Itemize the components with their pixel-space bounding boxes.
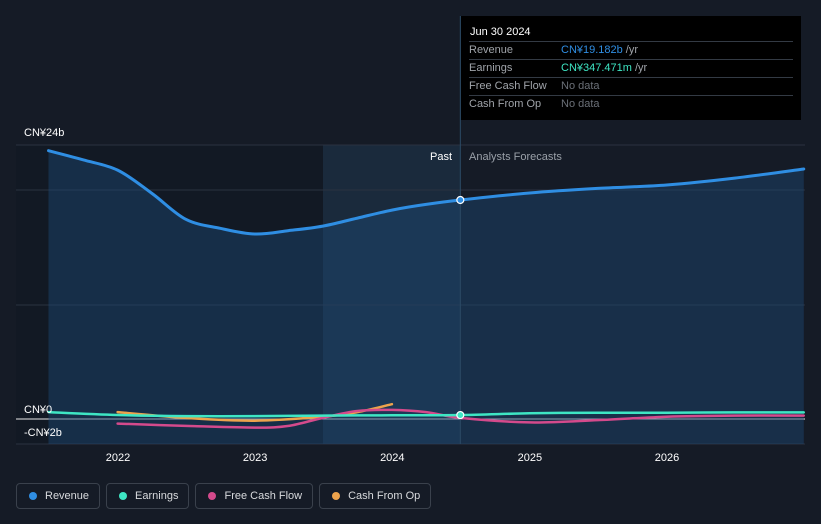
revenue-line <box>47 149 806 236</box>
tooltip-value: CN¥19.182b <box>561 44 623 56</box>
y-label-bottom: -CN¥2b <box>24 427 62 439</box>
tooltip-row-earnings: Earnings CN¥347.471m /yr <box>469 59 793 77</box>
tooltip-value: CN¥347.471m <box>561 62 632 74</box>
tooltip-panel: Jun 30 2024 Revenue CN¥19.182b /yr Earni… <box>461 16 801 120</box>
tooltip-row-free-cash-flow: Free Cash Flow No data <box>469 77 793 95</box>
series-lines <box>47 149 806 429</box>
legend-item-earnings[interactable]: Earnings <box>106 483 190 509</box>
x-tick-label: 2026 <box>655 452 679 464</box>
markers <box>456 195 465 420</box>
tooltip-label: Cash From Op <box>469 98 542 110</box>
legend-dot-icon <box>208 492 217 500</box>
revenue-area <box>48 150 804 444</box>
x-tick-label: 2023 <box>243 452 267 464</box>
y-label-top: CN¥24b <box>24 127 64 139</box>
tooltip-label: Revenue <box>469 44 514 56</box>
tooltip-date: Jun 30 2024 <box>470 26 531 38</box>
earnings-line <box>47 410 806 418</box>
legend-label: Free Cash Flow <box>224 490 303 502</box>
x-tick-label: 2022 <box>106 452 130 464</box>
legend-dot-icon <box>29 492 37 500</box>
legend-dot-icon <box>332 492 341 500</box>
legend-item-free-cash-flow[interactable]: Free Cash Flow <box>195 483 314 509</box>
legend-item-cash-from-op[interactable]: Cash From Op <box>319 483 432 509</box>
highlight-band <box>323 145 461 444</box>
tooltip-unit: /yr <box>625 44 639 56</box>
forecast-label: Analysts Forecasts <box>469 151 562 163</box>
legend: Revenue Earnings Free Cash Flow Cash Fro… <box>16 483 432 511</box>
tooltip-row-revenue: Revenue CN¥19.182b /yr <box>469 41 793 59</box>
tooltip-value: No data <box>561 80 600 92</box>
earnings-marker <box>456 410 465 420</box>
legend-dot-icon <box>119 492 128 500</box>
legend-label: Revenue <box>45 490 90 502</box>
legend-label: Earnings <box>135 490 179 502</box>
past-shade <box>16 145 323 444</box>
gridlines <box>16 144 805 445</box>
y-label-zero: CN¥0 <box>24 404 52 416</box>
x-axis-ticks: 2022 2023 2024 2025 2026 <box>106 452 679 464</box>
revenue-marker <box>456 195 465 205</box>
tooltip-value: No data <box>561 98 600 110</box>
tooltip-unit: /yr <box>634 62 648 74</box>
tooltip-row-cash-from-op: Cash From Op No data <box>469 95 793 113</box>
x-tick-label: 2024 <box>380 452 404 464</box>
tooltip-label: Free Cash Flow <box>469 80 547 92</box>
x-tick-label: 2025 <box>518 452 542 464</box>
tooltip-label: Earnings <box>469 62 513 74</box>
past-label: Past <box>430 151 452 163</box>
legend-label: Cash From Op <box>348 490 421 502</box>
legend-item-revenue[interactable]: Revenue <box>16 483 101 509</box>
free-cash-flow-line <box>116 408 806 429</box>
